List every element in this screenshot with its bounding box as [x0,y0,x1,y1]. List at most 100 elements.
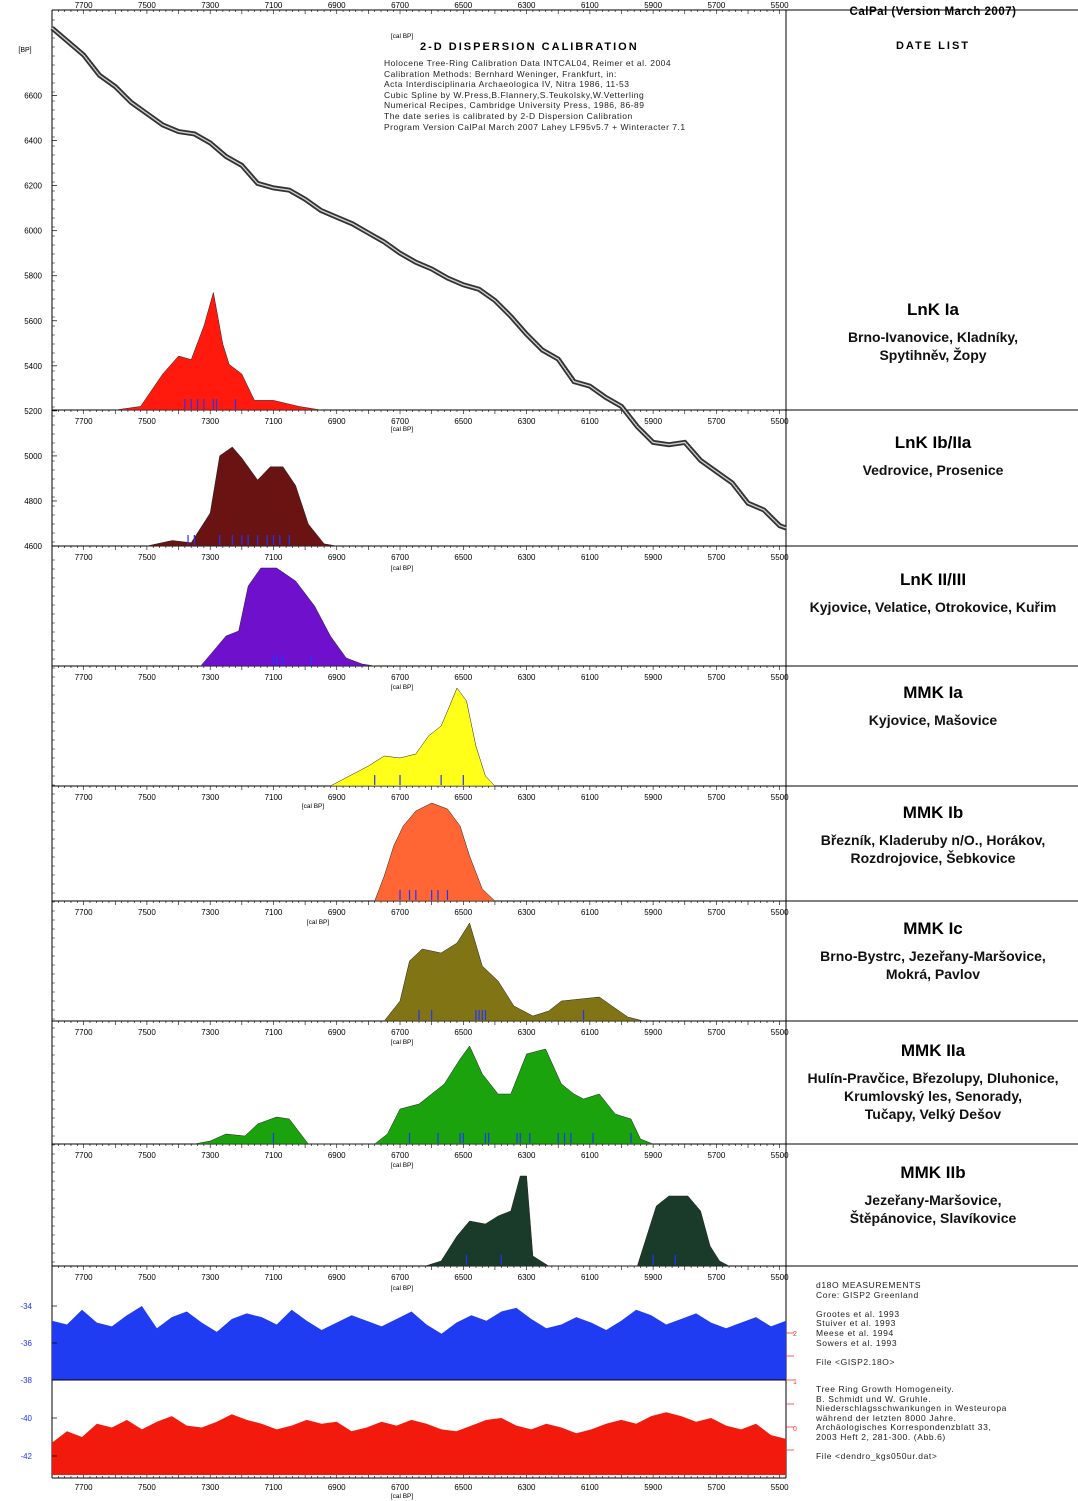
x-tick-label: 5500 [771,553,789,562]
x-tick-label: 6500 [454,673,472,682]
y-tick-label: 5400 [24,362,42,371]
x-tick-label: 7700 [75,793,93,802]
x-tick-label: 5500 [771,417,789,426]
x-tick-label: 6100 [581,908,599,917]
x-tick-label: 6100 [581,553,599,562]
x-tick-label: 6500 [454,1151,472,1160]
cal-bp-unit: [cal BP] [391,33,414,40]
x-tick-label: 5700 [707,553,725,562]
x-tick-label: 5900 [644,417,662,426]
x-tick-label: 6900 [328,1028,346,1037]
x-tick-label: 7100 [265,1,283,10]
x-tick-label: 6900 [328,1151,346,1160]
x-tick-label: 6500 [454,1,472,10]
x-tick-label: 6100 [581,793,599,802]
bp-unit-label: [BP] [18,47,31,54]
x-tick-label: 7100 [265,1273,283,1282]
x-tick-label: 6100 [581,417,599,426]
cal-bp-unit: [cal BP] [391,1162,414,1169]
x-tick-label: 7300 [201,673,219,682]
x-tick-label: 6300 [518,793,536,802]
site-list: Vedrovice, Prosenice [862,462,1004,478]
x-tick-label: 6300 [518,1483,536,1492]
dendro-area [52,1412,786,1475]
d18o-notes: d18O MEASUREMENTS Core: GISP2 Greenland … [816,1280,922,1367]
x-tick-label: 7100 [265,417,283,426]
x-tick-label: 5700 [707,793,725,802]
y-tick-label: 6200 [24,182,42,191]
x-tick-label: 6500 [454,1028,472,1037]
x-tick-label: 6700 [391,673,409,682]
cal-bp-unit: [cal BP] [307,919,330,926]
x-tick-label: 6900 [328,1,346,10]
calib-line: Program Version CalPal March 2007 Lahey … [384,121,686,132]
calibration-title: 2-D DISPERSION CALIBRATION [420,41,639,53]
x-tick-label: 5900 [644,908,662,917]
x-tick-label: 6500 [454,417,472,426]
x-tick-label: 7300 [201,553,219,562]
x-tick-label: 7300 [201,1,219,10]
y-tick-label: 4800 [24,497,42,506]
note-line: Niederschlagsschwankungen in Westeuropa [816,1403,1007,1414]
x-tick-label: 7100 [265,673,283,682]
x-tick-label: 7300 [201,908,219,917]
phase-label: LnK Ia Brno-Ivanovice, Kladníky, Spytihněv… [792,300,1074,364]
phase-label: LnK Ib/IIa Vedrovice, Prosenice [792,433,1074,479]
x-tick-label: 6900 [328,417,346,426]
x-tick-label: 6100 [581,1151,599,1160]
x-tick-label: 7100 [265,1028,283,1037]
note-line: d18O MEASUREMENTS [816,1280,922,1290]
x-tick-label: 7100 [265,553,283,562]
site-list: Kyjovice, Velatice, Otrokovice, Kuřim [809,599,1057,615]
x-tick-label: 5500 [771,1151,789,1160]
note-line: Sowers et al. 1993 [816,1337,898,1348]
x-tick-label: 5900 [644,1273,662,1282]
y-tick-label: 5600 [24,317,42,326]
x-tick-label: 6900 [328,673,346,682]
cal-bp-unit: [cal BP] [391,565,414,572]
x-tick-label: 6100 [581,1,599,10]
date-list-heading: DATE LIST [895,40,970,52]
x-tick-label: 7300 [201,1028,219,1037]
x-tick-label: 6500 [454,553,472,562]
x-tick-label: 7100 [265,908,283,917]
x-tick-label: 7500 [138,553,156,562]
x-tick-label: 6900 [328,1483,346,1492]
phase-name: LnK Ia [907,300,959,319]
cal-bp-unit: [cal BP] [391,1493,414,1500]
x-tick-label: 5900 [644,1,662,10]
note-line: Archäologisches Korrespondenzblatt 33, [816,1422,992,1433]
proxy-right-label: 0 [793,1426,797,1433]
phase-label: LnK II/III Kyjovice, Velatice, Otrokovice… [792,570,1074,616]
phase-label: MMK IIa Hulín-Pravčice, Březolupy, Dluhon… [792,1041,1074,1123]
phase-name: LnK Ib/IIa [894,433,972,452]
calib-line: Calibration Methods: Bernhard Weninger, … [384,68,617,79]
note-line: 2003 Heft 2, 281-300. (Abb.6) [816,1431,946,1442]
site-list: Mokrá, Pavlov [885,966,981,982]
note-line: Grootes et al. 1993 [816,1308,900,1319]
site-list: Rozdrojovice, Šebkovice [850,850,1016,866]
cal-bp-unit: [cal BP] [391,1285,414,1292]
cal-bp-unit: [cal BP] [391,684,414,691]
x-tick-label: 6900 [328,793,346,802]
x-tick-label: 7700 [75,908,93,917]
calibration-notes: Holocene Tree-Ring Calibration Data INTC… [384,58,686,132]
x-tick-label: 7300 [201,1151,219,1160]
x-tick-label: 7100 [265,793,283,802]
x-tick-label: 7700 [75,1151,93,1160]
x-tick-label: 6300 [518,1028,536,1037]
y-tick-label: 5000 [24,452,42,461]
x-tick-label: 5500 [771,908,789,917]
x-tick-label: 7700 [75,1,93,10]
x-tick-label: 5500 [771,1,789,10]
proxy-y-tick-label: -38 [20,1376,32,1385]
phase-name: MMK IIb [900,1163,966,1182]
x-tick-label: 5700 [707,1483,725,1492]
site-list: Hulín-Pravčice, Březolupy, Dluhonice, [807,1070,1059,1086]
x-tick-label: 5900 [644,553,662,562]
site-list: Štěpánovice, Slavíkovice [849,1210,1017,1226]
x-tick-label: 5700 [707,908,725,917]
x-tick-label: 7300 [201,1483,219,1492]
phase-label: MMK Ic Brno-Bystrc, Jezeřany-Maršovice, Mo… [792,919,1074,983]
note-line: Stuiver et al. 1993 [816,1318,896,1329]
